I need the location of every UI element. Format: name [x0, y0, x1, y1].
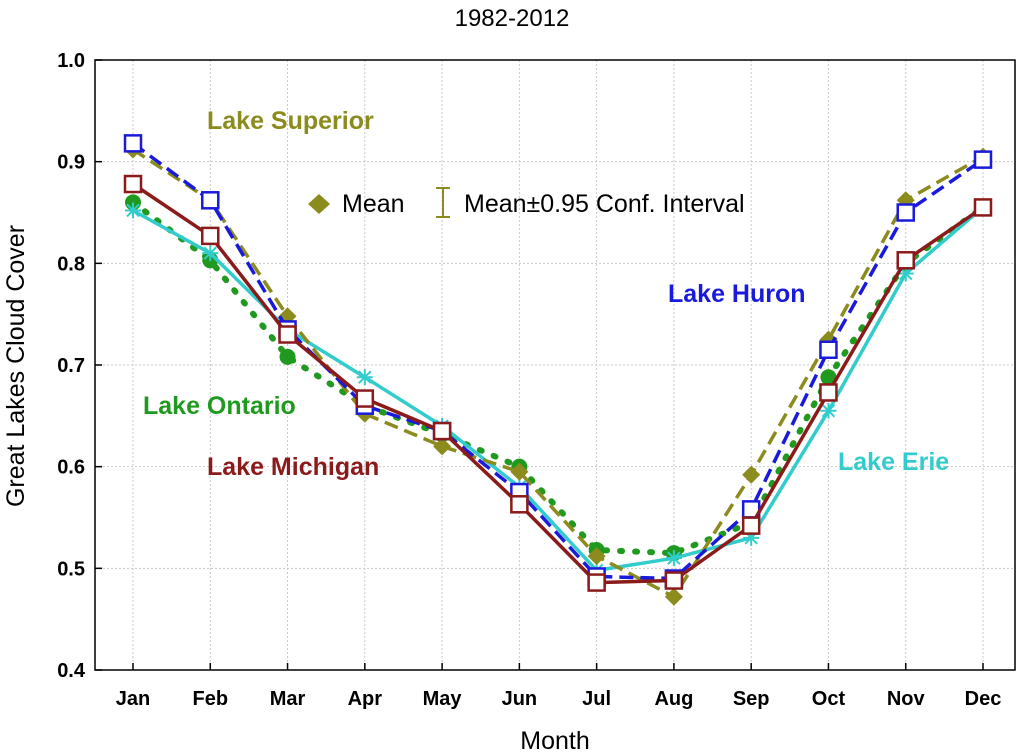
data-point-lake-superior	[587, 547, 606, 566]
y-axis-ticks: 0.4 0.5 0.6 0.7 0.8 0.9 1.0	[57, 50, 102, 682]
lake-labels: Lake Superior Lake Huron Lake Ontario La…	[143, 107, 949, 481]
data-point-lake-michigan	[510, 495, 529, 514]
x-tick-label: Jun	[502, 688, 538, 710]
series-line-lake-ontario	[130, 199, 986, 557]
chart-title: 1982-2012	[455, 5, 570, 32]
data-point-lake-michigan	[896, 251, 915, 270]
data-point-lake-erie	[820, 402, 837, 419]
x-tick-label: Jul	[582, 688, 611, 710]
x-tick-label: Dec	[965, 688, 1002, 710]
y-tick-label: 0.5	[57, 558, 85, 580]
data-point-lake-michigan	[664, 571, 684, 590]
label-lake-superior: Lake Superior	[207, 107, 374, 135]
x-tick-label: Apr	[348, 688, 383, 710]
data-point-lake-erie	[125, 202, 141, 219]
series-line-lake-michigan	[132, 182, 984, 585]
legend-mean-marker	[308, 194, 330, 214]
y-tick-label: 0.8	[57, 253, 85, 275]
x-tick-label: May	[423, 688, 463, 710]
label-lake-michigan: Lake Michigan	[207, 453, 379, 481]
data-point-lake-michigan	[201, 226, 220, 246]
data-point-lake-ontario	[820, 369, 837, 386]
data-point-lake-superior	[510, 462, 529, 481]
x-tick-label: Nov	[887, 688, 926, 710]
data-point-lake-michigan	[278, 325, 297, 344]
data-point-lake-michigan	[587, 573, 606, 592]
data-point-lake-huron	[819, 340, 838, 359]
data-point-lake-michigan	[123, 174, 143, 194]
x-tick-label: Mar	[270, 688, 306, 710]
legend-ci-label: Mean±0.95 Conf. Interval	[464, 190, 745, 218]
label-lake-erie: Lake Erie	[838, 448, 949, 476]
data-point-lake-huron	[201, 191, 220, 210]
data-point-lake-superior	[742, 465, 761, 484]
y-tick-label: 0.7	[57, 355, 85, 377]
data-point-lake-huron	[896, 203, 915, 222]
legend: Mean Mean±0.95 Conf. Interval	[308, 187, 745, 218]
data-point-lake-superior	[664, 587, 683, 606]
label-lake-ontario: Lake Ontario	[143, 392, 296, 420]
y-tick-label: 0.4	[57, 660, 86, 682]
data-point-lake-erie	[202, 245, 219, 262]
data-point-lake-superior	[433, 437, 452, 456]
data-point-lake-michigan	[355, 389, 375, 408]
x-axis-title: Month	[520, 727, 589, 754]
x-axis-ticks: Jan Feb Mar Apr May Jun Jul Aug Sep Oct Nov Dec	[116, 663, 1002, 710]
data-point-lake-erie	[665, 550, 682, 567]
data-point-lake-erie	[356, 369, 373, 386]
data-point-lake-michigan	[432, 421, 452, 441]
legend-ci-marker	[436, 187, 450, 218]
data-point-lake-michigan	[973, 198, 993, 217]
series-line-lake-superior	[132, 148, 984, 599]
data-point-lake-huron	[973, 150, 993, 169]
y-tick-label: 0.9	[57, 152, 85, 174]
data-point-lake-ontario	[279, 348, 296, 365]
data-point-lake-huron	[123, 134, 143, 153]
data-series	[123, 134, 993, 606]
series-lake-michigan	[123, 174, 993, 592]
x-tick-label: Jan	[116, 688, 150, 710]
x-tick-label: Oct	[812, 688, 846, 710]
y-tick-label: 0.6	[57, 457, 85, 479]
data-point-lake-michigan	[741, 516, 761, 535]
series-line-lake-huron	[131, 141, 984, 581]
data-point-lake-michigan	[819, 383, 838, 402]
x-tick-label: Feb	[192, 688, 228, 710]
x-tick-label: Aug	[654, 688, 693, 710]
y-tick-label: 1.0	[57, 50, 85, 72]
legend-mean-label: Mean	[342, 190, 405, 218]
x-tick-label: Sep	[733, 688, 770, 710]
y-axis-title: Great Lakes Cloud Cover	[2, 225, 30, 507]
label-lake-huron: Lake Huron	[668, 280, 806, 308]
